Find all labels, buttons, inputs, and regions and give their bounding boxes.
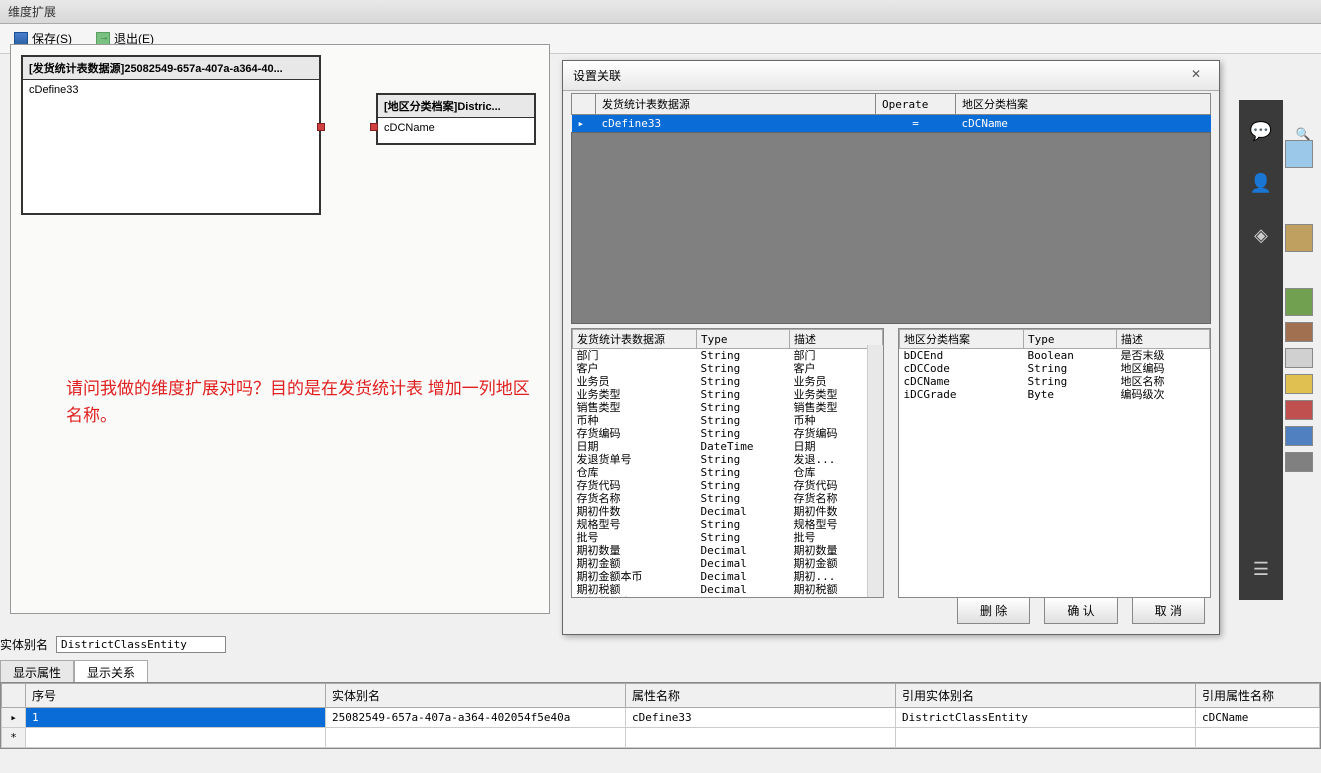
thumbnail-column (1285, 100, 1321, 472)
rowheader-blank (572, 94, 596, 115)
cell-refalias: DistrictClassEntity (896, 708, 1196, 728)
entity-ref-field[interactable]: cDCName (378, 118, 534, 138)
row-marker: ▸ (2, 708, 26, 728)
entity-source-field[interactable]: cDefine33 (23, 80, 319, 100)
list-item[interactable]: 日期DateTime日期 (573, 440, 883, 453)
side-dock: 💬 👤 ◈ ☰ (1239, 100, 1283, 600)
list-item[interactable]: cDCCodeString地区编码 (900, 362, 1210, 375)
map-right-val: cDCName (956, 115, 1211, 133)
left-field-list[interactable]: 发货统计表数据源 Type 描述 部门String部门客户String客户业务员… (571, 328, 884, 598)
left-h1: 发货统计表数据源 (573, 330, 697, 349)
right-field-list[interactable]: 地区分类档案 Type 描述 bDCEndBoolean是否末级cDCCodeS… (898, 328, 1211, 598)
alias-row: 实体别名 (0, 636, 226, 653)
thumb-5[interactable] (1285, 348, 1313, 368)
grid-h2: 实体别名 (326, 684, 626, 708)
list-item[interactable]: 仓库String仓库 (573, 466, 883, 479)
grid-h3: 属性名称 (626, 684, 896, 708)
list-item[interactable]: 期初金额Decimal期初金额 (573, 557, 883, 570)
list-item[interactable]: 发退货单号String发退... (573, 453, 883, 466)
entity-ref[interactable]: [地区分类档案]Distric... cDCName (376, 93, 536, 145)
entity-source-title: [发货统计表数据源]25082549-657a-407a-a364-40... (23, 57, 319, 80)
right-h2: Type (1024, 330, 1117, 349)
alias-label: 实体别名 (0, 636, 48, 653)
dialog-title-text: 设置关联 (573, 67, 621, 84)
thumb-7[interactable] (1285, 400, 1313, 420)
left-h2: Type (697, 330, 790, 349)
list-item[interactable]: 存货名称String存货名称 (573, 492, 883, 505)
cell-seq: 1 (26, 708, 326, 728)
relation-grid[interactable]: 序号 实体别名 属性名称 引用实体别名 引用属性名称 ▸ 1 25082549-… (0, 682, 1321, 749)
grid-h1: 序号 (26, 684, 326, 708)
list-item[interactable]: 期初金额本币Decimal期初... (573, 570, 883, 583)
ok-button[interactable]: 确 认 (1044, 597, 1117, 624)
list-item[interactable]: 存货编码String存货编码 (573, 427, 883, 440)
list-item[interactable]: 存货代码String存货代码 (573, 479, 883, 492)
cell-attr: cDefine33 (626, 708, 896, 728)
list-item[interactable]: 客户String客户 (573, 362, 883, 375)
grid-row-new[interactable]: * (2, 728, 1320, 748)
thumb-6[interactable] (1285, 374, 1313, 394)
list-item[interactable]: 币种String币种 (573, 414, 883, 427)
entity-ref-title: [地区分类档案]Distric... (378, 95, 534, 118)
grid-rowheader-blank (2, 684, 26, 708)
menu-icon[interactable]: ☰ (1250, 558, 1272, 580)
list-item[interactable]: 业务类型String业务类型 (573, 388, 883, 401)
cancel-button[interactable]: 取 消 (1132, 597, 1205, 624)
grid-h5: 引用属性名称 (1196, 684, 1320, 708)
list-item[interactable]: 部门String部门 (573, 349, 883, 363)
window-title: 维度扩展 (0, 0, 1321, 24)
close-icon[interactable]: ✕ (1183, 67, 1209, 84)
dialog-titlebar: 设置关联 ✕ (563, 61, 1219, 91)
right-h1: 地区分类档案 (900, 330, 1024, 349)
map-left-val: cDefine33 (596, 115, 876, 133)
grid-row-1[interactable]: ▸ 1 25082549-657a-407a-a364-402054f5e40a… (2, 708, 1320, 728)
map-op-val: = (876, 115, 956, 133)
annotation-text: 请问我做的维度扩展对吗？目的是在发货统计表 增加一列地区名称。 (66, 375, 536, 429)
chat-icon[interactable]: 💬 (1250, 120, 1272, 142)
mapping-empty-area[interactable] (571, 132, 1211, 324)
list-item[interactable]: 业务员String业务员 (573, 375, 883, 388)
list-item[interactable]: 批号String批号 (573, 531, 883, 544)
link-handle-left[interactable] (317, 123, 325, 131)
relation-dialog: 设置关联 ✕ 发货统计表数据源 Operate 地区分类档案 ▸ cDefine… (562, 60, 1220, 635)
thumb-8[interactable] (1285, 426, 1313, 446)
new-row-marker: * (2, 728, 26, 748)
design-canvas[interactable]: [发货统计表数据源]25082549-657a-407a-a364-40... … (10, 44, 550, 614)
map-col-left: 发货统计表数据源 (596, 94, 876, 115)
delete-button[interactable]: 删 除 (957, 597, 1030, 624)
thumb-2[interactable] (1285, 224, 1313, 252)
cell-refattr: cDCName (1196, 708, 1320, 728)
list-item[interactable]: 期初数量Decimal期初数量 (573, 544, 883, 557)
list-item[interactable]: cDCNameString地区名称 (900, 375, 1210, 388)
thumb-1[interactable] (1285, 140, 1313, 168)
list-item[interactable]: bDCEndBoolean是否末级 (900, 349, 1210, 363)
link-handle-right[interactable] (370, 123, 378, 131)
row-indicator: ▸ (572, 115, 596, 133)
list-item[interactable]: iDCGradeByte编码级次 (900, 388, 1210, 401)
thumb-4[interactable] (1285, 322, 1313, 342)
contacts-icon[interactable]: 👤 (1250, 172, 1272, 194)
thumb-9[interactable] (1285, 452, 1313, 472)
map-col-op: Operate (876, 94, 956, 115)
dialog-button-row: 删 除 确 认 取 消 (957, 597, 1205, 624)
mapping-header: 发货统计表数据源 Operate 地区分类档案 ▸ cDefine33 = cD… (571, 93, 1211, 132)
alias-input[interactable] (56, 636, 226, 653)
mapping-row[interactable]: ▸ cDefine33 = cDCName (572, 115, 1211, 133)
thumb-3[interactable] (1285, 288, 1313, 316)
columns-panel: 发货统计表数据源 Type 描述 部门String部门客户String客户业务员… (571, 328, 1211, 598)
list-item[interactable]: 期初税额本币Decimal期初... (573, 596, 883, 598)
list-item[interactable]: 规格型号String规格型号 (573, 518, 883, 531)
scrollbar[interactable] (867, 345, 883, 597)
map-col-right: 地区分类档案 (956, 94, 1211, 115)
cell-alias: 25082549-657a-407a-a364-402054f5e40a (326, 708, 626, 728)
grid-h4: 引用实体别名 (896, 684, 1196, 708)
entity-source[interactable]: [发货统计表数据源]25082549-657a-407a-a364-40... … (21, 55, 321, 215)
right-h3: 描述 (1117, 330, 1210, 349)
list-item[interactable]: 销售类型String销售类型 (573, 401, 883, 414)
list-item[interactable]: 期初税额Decimal期初税额 (573, 583, 883, 596)
list-item[interactable]: 期初件数Decimal期初件数 (573, 505, 883, 518)
cube-icon[interactable]: ◈ (1250, 224, 1272, 246)
